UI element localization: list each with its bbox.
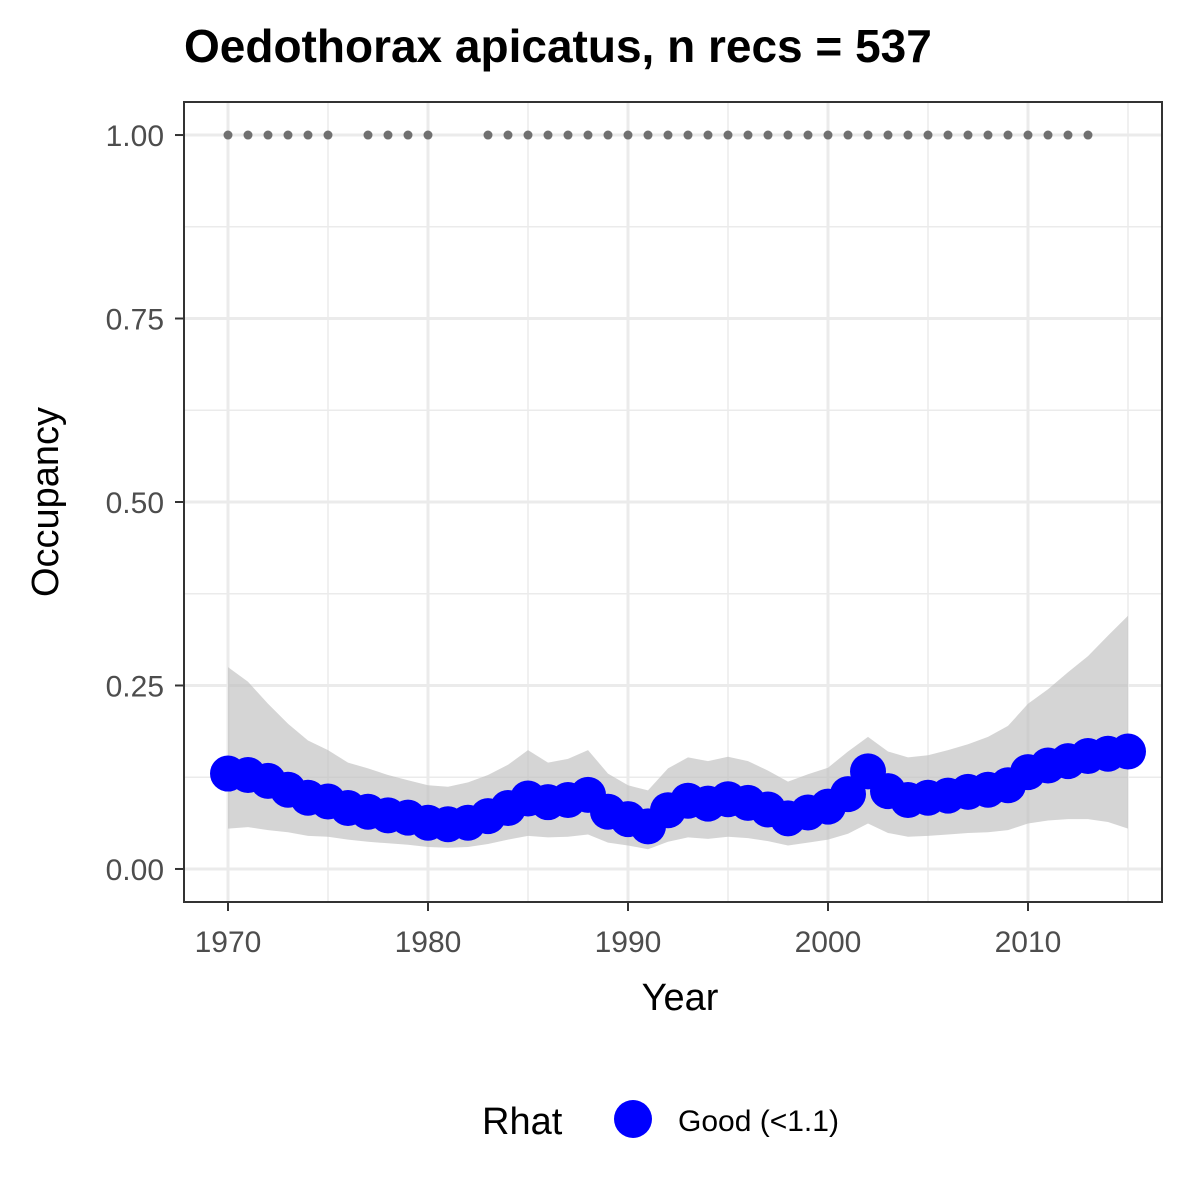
record-dot: [243, 130, 253, 140]
record-dot: [1023, 130, 1033, 140]
record-dot: [1003, 130, 1013, 140]
record-dot: [883, 130, 893, 140]
record-dot: [743, 130, 753, 140]
record-dot: [723, 130, 733, 140]
legend-label-good: Good (<1.1): [678, 1105, 839, 1138]
record-dot: [303, 130, 313, 140]
plot-panel: [183, 101, 1163, 903]
record-dot: [863, 130, 873, 140]
record-dot: [923, 130, 933, 140]
axes: 1970 1980 1990 2000 2010 0.00 0.25 0.50 0.75 1.00: [106, 120, 1062, 959]
record-dot: [903, 130, 913, 140]
y-axis-title: Occupancy: [25, 407, 67, 597]
x-tick-label: 2010: [995, 926, 1062, 959]
record-dot: [383, 130, 393, 140]
record-dot: [663, 130, 673, 140]
y-tick-label: 0.00: [106, 854, 164, 887]
record-dot: [783, 130, 793, 140]
record-dot: [703, 130, 713, 140]
record-dot: [423, 130, 433, 140]
y-tick-label: 0.50: [106, 487, 164, 520]
x-tick-label: 1990: [595, 926, 662, 959]
record-dot: [803, 130, 813, 140]
record-dots: [223, 130, 1093, 140]
record-dot: [283, 130, 293, 140]
y-tick-label: 0.25: [106, 670, 164, 703]
record-dot: [523, 130, 533, 140]
record-dot: [543, 130, 553, 140]
record-dot: [943, 130, 953, 140]
legend: Rhat Good (<1.1): [482, 1100, 839, 1143]
y-tick-label: 0.75: [106, 304, 164, 337]
record-dot: [603, 130, 613, 140]
record-dot: [583, 130, 593, 140]
legend-key-good: [614, 1100, 652, 1138]
occupancy-points: [210, 733, 1146, 845]
y-tick-label: 1.00: [106, 120, 164, 153]
x-axis-title: Year: [642, 977, 719, 1019]
x-tick-label: 2000: [795, 926, 862, 959]
record-dot: [643, 130, 653, 140]
record-dot: [403, 130, 413, 140]
record-dot: [263, 130, 273, 140]
chart-title: Oedothorax apicatus, n recs = 537: [184, 20, 932, 72]
record-dot: [843, 130, 853, 140]
x-tick-label: 1970: [195, 926, 262, 959]
record-dot: [563, 130, 573, 140]
record-dot: [1083, 130, 1093, 140]
record-dot: [1063, 130, 1073, 140]
record-dot: [363, 130, 373, 140]
record-dot: [823, 130, 833, 140]
occupancy-point: [1110, 733, 1146, 770]
record-dot: [963, 130, 973, 140]
record-dot: [503, 130, 513, 140]
x-tick-label: 1980: [395, 926, 462, 959]
record-dot: [683, 130, 693, 140]
record-dot: [1043, 130, 1053, 140]
record-dot: [223, 130, 233, 140]
record-dot: [623, 130, 633, 140]
record-dot: [983, 130, 993, 140]
record-dot: [483, 130, 493, 140]
record-dot: [763, 130, 773, 140]
record-dot: [323, 130, 333, 140]
legend-title: Rhat: [482, 1101, 563, 1143]
